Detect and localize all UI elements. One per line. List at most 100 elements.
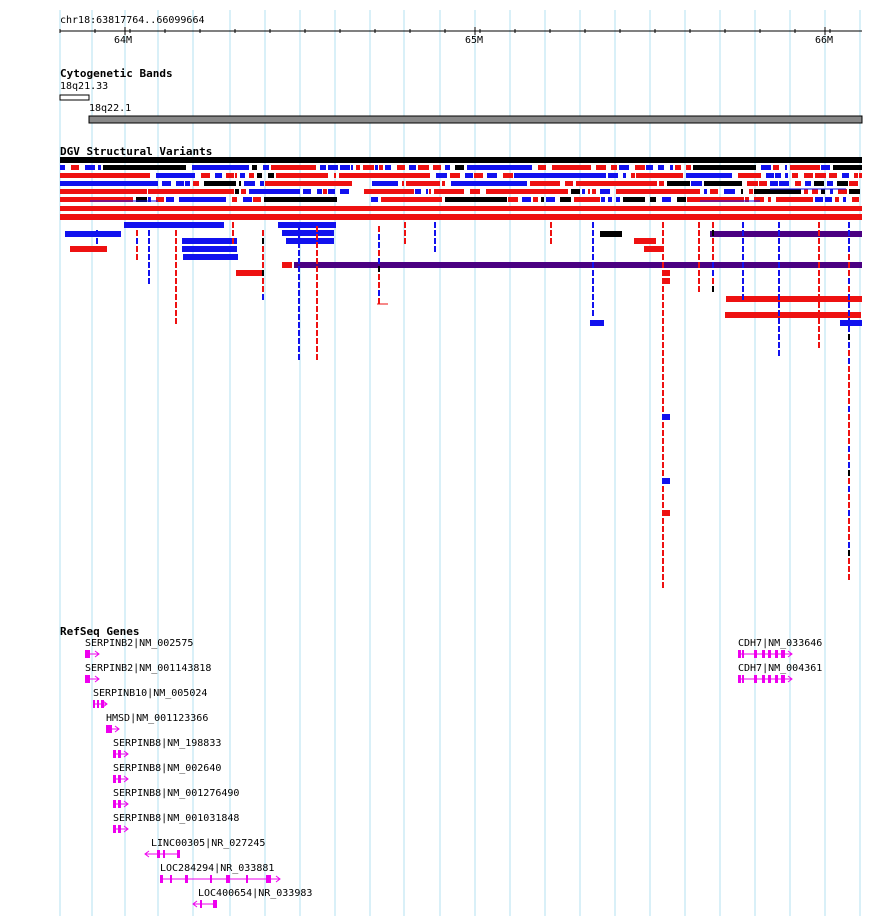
gene-label[interactable]: CDH7|NM_033646 [738,638,823,649]
sv-feature [429,189,431,194]
sv-feature [560,197,571,202]
sv-feature [848,406,850,412]
sv-feature [60,165,65,170]
sv-feature [260,181,264,186]
sv-feature [745,197,749,202]
sv-feature [754,197,764,202]
gene-strand-arrow [787,675,793,683]
sv-feature [742,230,744,236]
sv-feature [848,318,850,324]
gene-label[interactable]: SERPINB10|NM_005024 [93,688,208,699]
sv-feature [698,270,700,276]
sv-feature [592,238,594,244]
sv-feature [298,346,300,352]
sv-feature [148,254,150,260]
sv-feature [436,173,447,178]
sv-feature [565,181,573,186]
sv-feature [426,189,428,194]
sv-feature [848,230,850,236]
sv-feature [415,189,421,194]
sv-feature [768,197,771,202]
sv-feature [710,189,718,194]
sv-feature [778,318,780,324]
sv-feature [175,270,177,276]
sv-feature [356,165,360,170]
sv-feature [778,238,780,244]
gene-label[interactable]: HMSD|NM_001123366 [106,713,209,724]
sv-feature [658,165,664,170]
sv-feature [445,165,450,170]
sv-feature [175,230,177,236]
gene-label[interactable]: LOC284294|NR_033881 [160,863,275,874]
sv-feature [770,181,778,186]
sv-feature [316,290,318,296]
sv-feature [848,574,850,580]
gene-label[interactable]: SERPINB2|NM_002575 [85,638,194,649]
sv-feature [592,189,596,194]
gene-exon [113,825,116,833]
sv-feature [232,222,234,228]
gene-label[interactable]: SERPINB8|NM_198833 [113,738,222,749]
sv-feature [192,165,249,170]
sv-feature [588,189,590,194]
gene-label[interactable]: CDH7|NM_004361 [738,663,823,674]
gene-label[interactable]: LINC00305|NR_027245 [151,838,266,849]
sv-feature [623,197,645,202]
sv-feature [232,197,237,202]
sv-feature [662,406,664,412]
sv-feature [848,358,850,364]
cytoband-label-18q21-33[interactable]: 18q21.33 [60,81,109,92]
sv-feature [316,250,318,256]
gene-strand-arrow [123,825,129,833]
gene-label[interactable]: SERPINB8|NM_001031848 [113,813,240,824]
sv-feature [156,173,195,178]
gene-exon [210,875,212,883]
gene-label[interactable]: SERPINB8|NM_002640 [113,763,222,774]
sv-feature [608,173,618,178]
gene-exon [93,700,95,708]
sv-feature [712,286,714,292]
sv-feature [175,246,177,252]
sv-feature [148,262,150,268]
sv-feature [351,165,353,170]
locus-label: chr18:63817764..66099664 [60,15,205,26]
sv-feature [848,446,850,452]
sv-feature [262,254,264,260]
sv-feature [185,181,190,186]
sv-feature [252,165,257,170]
sv-feature [818,262,820,268]
sv-feature [662,254,664,260]
sv-feature [455,165,464,170]
sv-feature [60,157,862,163]
sv-feature [616,197,620,202]
sv-feature [662,238,664,244]
sv-feature [409,165,416,170]
sv-feature [316,314,318,320]
sv-feature [249,189,300,194]
sv-feature [538,165,546,170]
sv-feature [778,350,780,356]
sv-feature [175,302,177,308]
sv-feature [662,230,664,236]
sv-feature [182,238,237,244]
sv-feature [785,173,788,178]
sv-feature [662,422,664,428]
gene-label[interactable]: LOC400654|NR_033983 [198,888,313,899]
gene-label[interactable]: SERPINB2|NM_001143818 [85,663,212,674]
gene-strand-arrow [102,700,108,708]
sv-feature [265,181,352,186]
sv-feature [298,306,300,312]
sv-feature [818,294,820,300]
cytoband-label-18q22-1[interactable]: 18q22.1 [89,103,132,114]
sv-feature [662,582,664,588]
sv-feature [778,230,780,236]
sv-feature [298,282,300,288]
sv-feature [815,197,823,202]
gene-label[interactable]: SERPINB8|NM_001276490 [113,788,240,799]
sv-feature [148,270,150,276]
sv-feature [749,189,753,194]
sv-feature [592,302,594,308]
sv-feature [698,222,700,228]
sv-feature [848,502,850,508]
sv-feature [378,234,380,240]
